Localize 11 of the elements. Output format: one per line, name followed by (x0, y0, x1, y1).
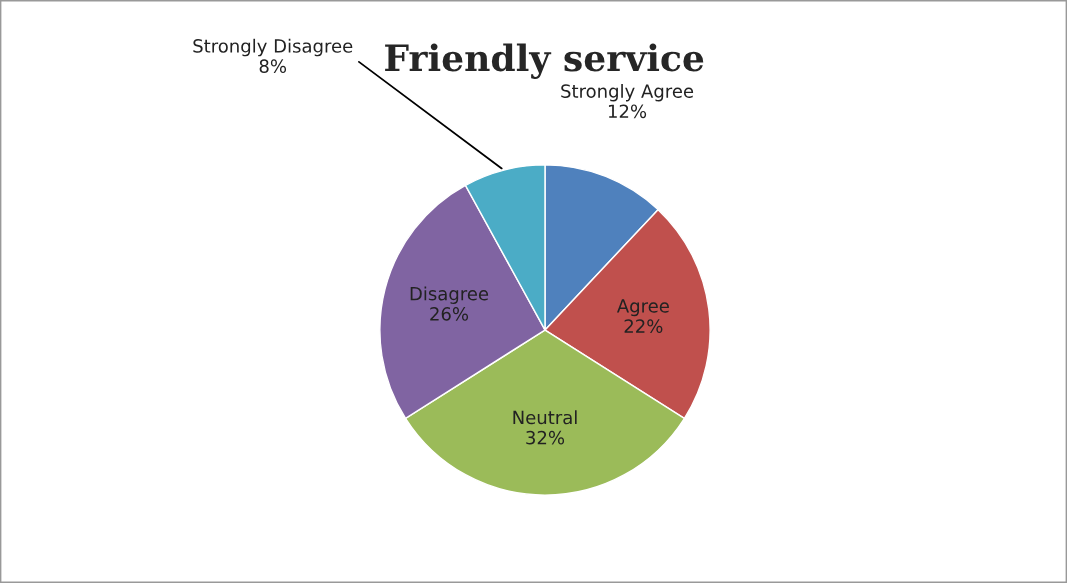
slice-label: Strongly Agree (561, 83, 694, 102)
slice-label: Disagree (410, 286, 489, 304)
chart-title: Friendly service (385, 43, 704, 79)
data-label: 22% (624, 319, 663, 333)
slice-label: Strongly Disagree (193, 38, 353, 57)
data-label: 32% (526, 430, 565, 445)
slice-label: Neutral (513, 410, 577, 425)
data-label: 26% (430, 307, 469, 321)
data-label: 8% (259, 59, 287, 73)
slice-label: Agree (616, 299, 669, 317)
data-label: 12% (608, 104, 647, 119)
